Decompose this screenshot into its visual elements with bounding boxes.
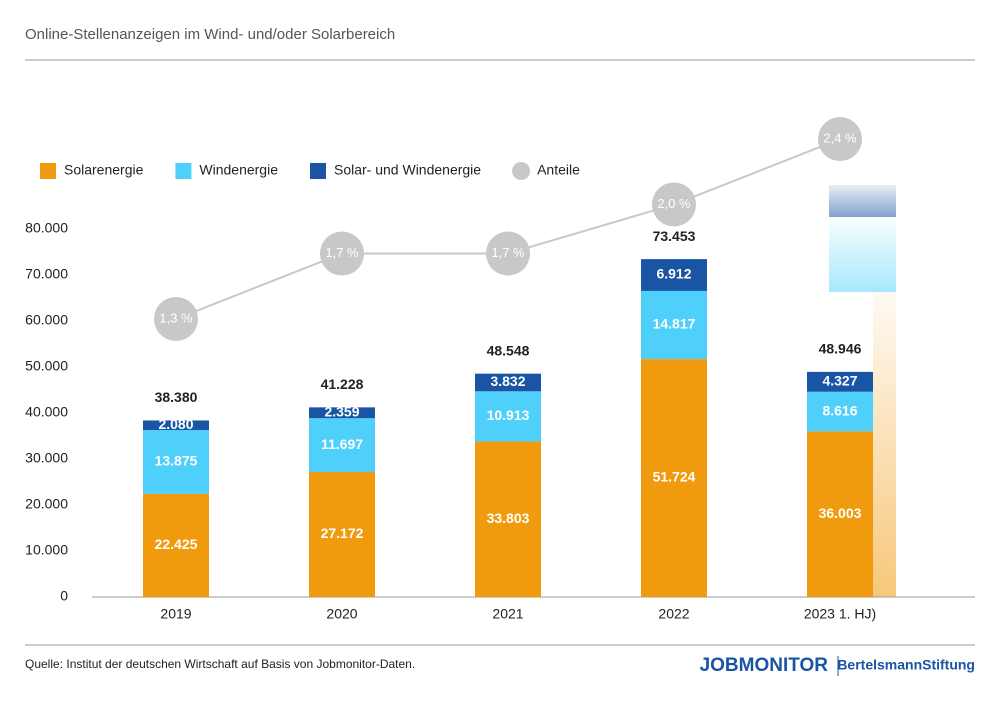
total-label: 48.548 bbox=[487, 342, 530, 358]
bar-segment bbox=[475, 373, 541, 392]
bar-value-label: 27.172 bbox=[321, 525, 364, 541]
total-label: 41.228 bbox=[321, 376, 364, 392]
x-tick-label: 2022 bbox=[658, 606, 689, 622]
y-tick-label: 70.000 bbox=[25, 266, 68, 282]
x-tick-label: 2023 1. HJ) bbox=[804, 606, 876, 622]
share-label: 2,0 % bbox=[657, 196, 691, 211]
bar-value-label: 11.697 bbox=[321, 436, 363, 452]
bar-segment bbox=[641, 259, 707, 291]
y-tick-label: 30.000 bbox=[25, 450, 68, 466]
bar-segment bbox=[807, 371, 873, 392]
chart-title: Online-Stellenanzeigen im Wind- und/oder… bbox=[25, 26, 395, 43]
x-tick-label: 2021 bbox=[492, 606, 523, 622]
bar-segment bbox=[807, 431, 873, 597]
y-tick-label: 40.000 bbox=[25, 404, 68, 420]
bar-segment bbox=[309, 472, 375, 597]
legend-swatch bbox=[40, 163, 56, 179]
bar-segment bbox=[143, 430, 209, 494]
legend-label: Anteile bbox=[537, 162, 580, 178]
y-tick-label: 60.000 bbox=[25, 312, 68, 328]
bar-segment bbox=[143, 420, 209, 431]
legend-label: Windenergie bbox=[199, 162, 278, 178]
share-point bbox=[818, 117, 862, 162]
bar-segment bbox=[807, 391, 873, 432]
y-tick-label: 80.000 bbox=[25, 220, 68, 236]
bar-value-label: 13.875 bbox=[155, 453, 198, 469]
bar-value-label: 8.616 bbox=[822, 402, 857, 418]
share-point bbox=[320, 231, 364, 276]
bar-value-label: 3.832 bbox=[490, 373, 525, 389]
y-tick-label: 50.000 bbox=[25, 358, 68, 374]
bar-value-label: 22.425 bbox=[155, 536, 198, 552]
bar-segment bbox=[309, 418, 375, 473]
bar-value-label: 6.912 bbox=[656, 266, 691, 282]
bar-value-label: 2.359 bbox=[324, 403, 359, 419]
projection bbox=[829, 185, 896, 597]
share-label: 1,7 % bbox=[491, 245, 525, 260]
y-tick-label: 20.000 bbox=[25, 496, 68, 512]
x-tick-label: 2019 bbox=[160, 606, 191, 622]
share-point bbox=[652, 182, 696, 227]
share-label: 1,7 % bbox=[325, 245, 359, 260]
bar-segment bbox=[641, 290, 707, 360]
logo-jobmonitor: JOBMONITOR bbox=[700, 655, 829, 676]
source: Quelle: Institut der deutschen Wirtschaf… bbox=[25, 657, 415, 671]
bar-value-label: 33.803 bbox=[487, 510, 530, 526]
bar-value-label: 14.817 bbox=[653, 316, 696, 332]
legend-label: Solar- und Windenergie bbox=[334, 162, 481, 178]
bar-value-label: 10.913 bbox=[487, 407, 530, 423]
bar-segment bbox=[641, 359, 707, 597]
legend-swatch bbox=[512, 162, 531, 180]
bar-segment bbox=[309, 407, 375, 419]
logo-bertelsmann: BertelsmannStiftung bbox=[837, 657, 975, 673]
share-point bbox=[154, 296, 198, 341]
total-label: 73.453 bbox=[653, 228, 696, 244]
total-label: 48.946 bbox=[819, 341, 862, 357]
bar-segment bbox=[475, 391, 541, 442]
share-label: 2,4 % bbox=[823, 130, 857, 145]
y-tick-label: 0 bbox=[60, 588, 68, 604]
bar-value-label: 51.724 bbox=[653, 469, 696, 485]
x-tick-label: 2020 bbox=[326, 606, 357, 622]
bar-segment bbox=[475, 441, 541, 597]
bar-value-label: 2.080 bbox=[158, 416, 193, 432]
legend-swatch bbox=[310, 163, 326, 179]
bar-value-label: 4.327 bbox=[822, 373, 857, 389]
share-point bbox=[486, 231, 530, 276]
legend-swatch bbox=[175, 163, 192, 179]
y-tick-label: 10.000 bbox=[25, 542, 68, 558]
bar-segment bbox=[143, 493, 209, 597]
share-label: 1,3 % bbox=[159, 310, 193, 325]
legend-label: Solarenergie bbox=[64, 162, 144, 178]
bar-value-label: 36.003 bbox=[819, 505, 862, 521]
total-label: 38.380 bbox=[155, 389, 198, 405]
